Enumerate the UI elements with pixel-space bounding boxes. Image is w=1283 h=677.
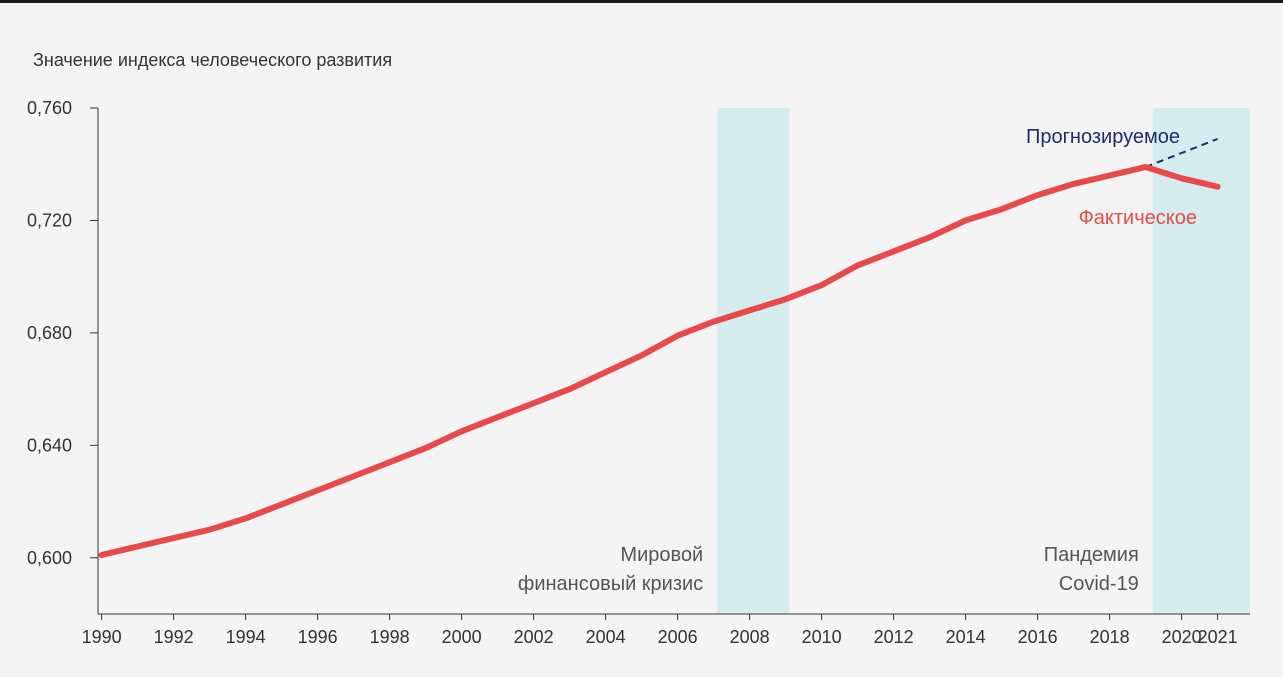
series-lines bbox=[98, 137, 1221, 558]
y-tick-label: 0,680 bbox=[27, 323, 72, 343]
x-tick-label: 2018 bbox=[1090, 627, 1130, 647]
x-tick-label: 2006 bbox=[658, 627, 698, 647]
x-tick-label: 2004 bbox=[586, 627, 626, 647]
shaded-period-1 bbox=[717, 108, 790, 614]
shaded-period-2 bbox=[1152, 108, 1250, 614]
y-axis-title: Значение индекса человеческого развития bbox=[33, 50, 392, 70]
annotations: Фактическое Прогнозируемое Мировой финансов… bbox=[518, 126, 1197, 595]
x-tick-label: 2012 bbox=[874, 627, 914, 647]
top-rule bbox=[0, 0, 1283, 3]
x-tick-label: 1996 bbox=[298, 627, 338, 647]
actual-series-label: Фактическое bbox=[1079, 207, 1197, 229]
x-tick-label: 2016 bbox=[1018, 627, 1058, 647]
chart-panel bbox=[0, 3, 1283, 677]
projected-series-label: Прогнозируемое bbox=[1026, 126, 1180, 148]
y-tick-label: 0,720 bbox=[27, 210, 72, 230]
x-tick-label: 2020 bbox=[1162, 627, 1202, 647]
projected-series-line bbox=[1145, 137, 1218, 168]
x-tick-label: 1990 bbox=[82, 627, 122, 647]
y-tick-label: 0,600 bbox=[27, 548, 72, 568]
x-tick-label: 2021 bbox=[1198, 627, 1238, 647]
x-tick-label: 2008 bbox=[730, 627, 770, 647]
x-ticks: 1990 1992 1994 1996 1998 2000 2002 2004 2006 2008… bbox=[82, 614, 1238, 647]
axes bbox=[97, 108, 1250, 615]
x-tick-label: 1992 bbox=[154, 627, 194, 647]
shaded-periods bbox=[717, 108, 1250, 614]
x-tick-label: 2010 bbox=[802, 627, 842, 647]
x-tick-label: 2002 bbox=[514, 627, 554, 647]
x-tick-label: 2014 bbox=[946, 627, 986, 647]
x-tick-label: 1994 bbox=[226, 627, 266, 647]
period-label-1: Мировой bbox=[620, 544, 703, 566]
period-label-1: финансовый кризис bbox=[518, 573, 703, 595]
x-tick-label: 2000 bbox=[442, 627, 482, 647]
x-tick-label: 1998 bbox=[370, 627, 410, 647]
period-label-2: Covid-19 bbox=[1059, 573, 1139, 595]
period-label-2: Пандемия bbox=[1044, 544, 1139, 566]
y-ticks: 0,600 0,640 0,680 0,720 0,760 bbox=[27, 98, 98, 568]
y-tick-label: 0,760 bbox=[27, 98, 72, 118]
y-tick-label: 0,640 bbox=[27, 435, 72, 455]
actual-series-line bbox=[98, 164, 1221, 558]
